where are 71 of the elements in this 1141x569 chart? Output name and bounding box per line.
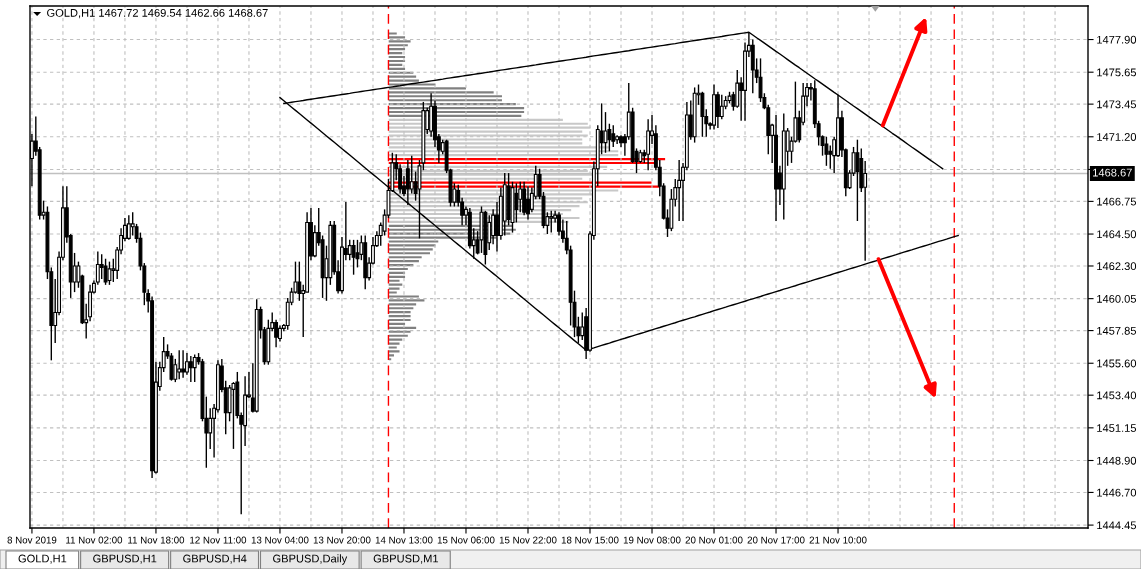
text: GBPUSD,H4 (183, 554, 247, 564)
x-tick-label: 15 Nov 22:00 (499, 536, 557, 544)
candlestick (103, 258, 108, 286)
text: GOLD,H1 (18, 554, 67, 564)
candlestick (177, 349, 182, 380)
y-tick-label: 1477.90 (1097, 35, 1137, 44)
text: GBPUSD,Daily (273, 554, 348, 565)
x-tick-label: 11 Nov 02:00 (66, 536, 123, 544)
bar (388, 342, 400, 345)
y-tick-label: 1475.65 (1097, 68, 1137, 77)
candlestick (192, 353, 197, 383)
candlestick (107, 260, 112, 286)
bar (388, 244, 436, 247)
y-tick-label: 1451.15 (1097, 424, 1137, 432)
y-tick-label: 1455.60 (1097, 359, 1137, 368)
candlestick (526, 185, 530, 221)
y-tick-label: 1457.85 (1097, 326, 1137, 335)
x-tick-label: 13 Nov 04:00 (251, 536, 309, 544)
y-tick-label: 1448.90 (1097, 456, 1137, 465)
bar (388, 330, 411, 333)
candlestick (514, 182, 519, 224)
ref-line-label: 1468.67 (1093, 168, 1132, 177)
y-tick-label: 1471.20 (1097, 133, 1137, 141)
candlestick (188, 355, 193, 383)
candlestick (719, 93, 724, 121)
candlestick (522, 181, 527, 216)
x-tick-label: 14 Nov 13:00 (375, 536, 433, 544)
y-tick-label: 1462.30 (1097, 262, 1137, 271)
x-tick-label: 13 Nov 20:00 (313, 536, 371, 544)
candlestick (405, 159, 410, 206)
candlestick (824, 136, 829, 167)
text: GBPUSD,M1 (373, 554, 439, 564)
candlestick (677, 159, 682, 222)
bar (388, 346, 397, 349)
y-tick-label: 1473.45 (1097, 100, 1137, 109)
candlestick (297, 260, 302, 302)
y-tick-label: 1466.75 (1097, 197, 1137, 206)
x-tick-label: 19 Nov 08:00 (623, 536, 681, 544)
bar (388, 326, 417, 329)
x-tick-label: 11 Nov 18:00 (128, 536, 185, 544)
candlestick (173, 358, 178, 383)
candlestick (231, 381, 236, 450)
candlestick (351, 239, 356, 276)
x-tick-label: 20 Nov 17:00 (747, 536, 805, 544)
candlestick (181, 349, 186, 379)
x-tick-label: 20 Nov 01:00 (685, 536, 743, 544)
y-tick-label: 1446.70 (1097, 488, 1137, 497)
bar (388, 260, 419, 263)
bar (388, 350, 400, 353)
bar (388, 91, 494, 94)
x-tick-label: 18 Nov 15:00 (561, 536, 619, 544)
candlestick (715, 91, 720, 129)
bar (388, 44, 408, 47)
candlestick (603, 111, 608, 154)
candlestick (863, 160, 868, 262)
candlestick (409, 154, 414, 195)
candlestick (126, 214, 131, 241)
y-tick-label: 1460.05 (1097, 294, 1137, 303)
y-tick-label: 1464.50 (1097, 230, 1137, 239)
candlestick (646, 118, 651, 171)
bar (388, 287, 400, 290)
text: GBPUSD,H1 (93, 554, 157, 564)
x-tick-label: 21 Nov 10:00 (809, 536, 867, 544)
y-tick-label: 1444.45 (1097, 521, 1137, 530)
x-tick-label: 8 Nov 2019 (7, 536, 57, 544)
bar (388, 279, 400, 282)
chart-title: GOLD,H1 1467.72 1469.54 1462.66 1468.67 (47, 8, 268, 19)
bar (388, 303, 417, 306)
x-tick-label: 12 Nov 11:00 (190, 536, 247, 544)
x-tick-label: 15 Nov 06:00 (437, 536, 495, 544)
y-tick-label: 1453.40 (1097, 391, 1137, 400)
